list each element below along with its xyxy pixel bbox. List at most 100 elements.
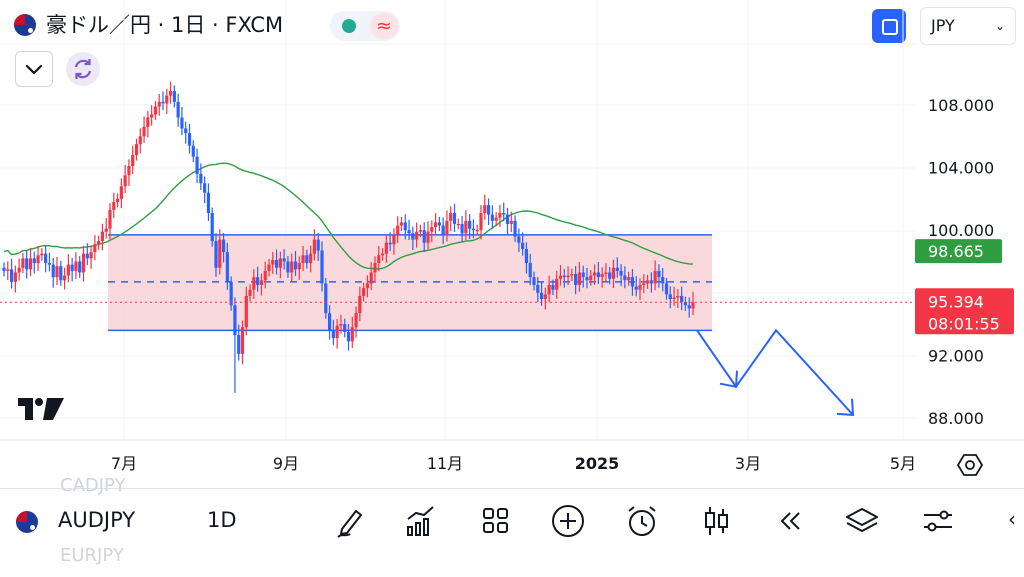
- currency-select[interactable]: JPY ⌄: [920, 7, 1016, 45]
- symbol-title[interactable]: 豪ドル／円 · 1日 · FXCM: [46, 13, 284, 37]
- candle-body: [21, 258, 25, 268]
- candle-body: [55, 266, 59, 278]
- candle-body: [464, 220, 468, 234]
- candlestick-icon[interactable]: [696, 501, 736, 541]
- range-box-rectangle[interactable]: [108, 234, 712, 331]
- candle-body: [346, 331, 351, 342]
- candle-body: [127, 166, 131, 176]
- layers-icon[interactable]: [842, 501, 882, 541]
- settings-sliders-icon[interactable]: [918, 501, 958, 541]
- candle-body: [256, 277, 260, 285]
- candle-body: [619, 270, 623, 276]
- candle-body: [210, 212, 214, 242]
- price-chart[interactable]: 108.000 104.000 100.000 92.000 88.000 98…: [0, 0, 1024, 488]
- candle-body: [396, 225, 400, 235]
- currency-value: JPY: [931, 16, 955, 35]
- market-status-pill[interactable]: ≈: [330, 11, 400, 41]
- price-label: 104.000: [928, 159, 994, 178]
- candle-body: [509, 220, 513, 224]
- symbol-list-previous[interactable]: CADJPY: [60, 475, 126, 496]
- candle-body: [358, 295, 362, 314]
- chart-settings-gear-icon[interactable]: [957, 453, 983, 477]
- price-label: 100.000: [928, 221, 994, 240]
- candle-body: [176, 101, 180, 118]
- tradingview-logo-icon[interactable]: [18, 396, 66, 422]
- candle-body: [672, 297, 676, 300]
- candle-body: [661, 277, 665, 284]
- candle-body: [85, 253, 89, 259]
- candle-body: [32, 258, 36, 264]
- price-axis[interactable]: 108.000 104.000 100.000 92.000 88.000 98…: [915, 96, 1014, 428]
- candle-body: [418, 230, 423, 232]
- candle-body: [195, 156, 199, 174]
- candle-body: [305, 255, 309, 264]
- candle-body: [574, 274, 578, 285]
- interval-selector[interactable]: 1D: [207, 508, 237, 532]
- alarm-icon[interactable]: [622, 501, 662, 541]
- candle-body: [331, 330, 335, 339]
- layout-grid-icon[interactable]: [476, 501, 516, 541]
- candle-body: [339, 324, 343, 326]
- add-circle-icon[interactable]: [548, 501, 588, 541]
- candle-body: [365, 283, 370, 289]
- last-price-value: 95.394: [928, 292, 984, 311]
- candle-body: [187, 133, 192, 146]
- candle-body: [437, 222, 441, 226]
- replay-icon[interactable]: [770, 501, 810, 541]
- candle-body: [191, 145, 195, 157]
- candle-body: [218, 239, 222, 268]
- price-label: 108.000: [928, 96, 994, 115]
- candle-body: [676, 295, 680, 298]
- candle-body: [93, 244, 97, 253]
- candle-body: [343, 324, 347, 332]
- candle-body: [252, 277, 256, 290]
- refresh-button[interactable]: [66, 52, 100, 86]
- candle-body: [604, 272, 608, 275]
- candle-body: [524, 248, 529, 264]
- candle-body: [380, 253, 385, 256]
- aud-flag-icon: [14, 14, 36, 36]
- candle-body: [62, 275, 67, 281]
- candle-body: [630, 277, 635, 287]
- candle-body: [161, 101, 165, 104]
- candle-body: [494, 217, 498, 221]
- candle-body: [377, 255, 381, 264]
- candle-body: [199, 173, 203, 184]
- candle-body: [562, 275, 566, 278]
- candle-body: [517, 236, 521, 243]
- candle-body: [271, 259, 275, 265]
- candle-body: [244, 295, 248, 328]
- candle-body: [653, 270, 657, 284]
- candle-body: [274, 259, 279, 268]
- candle-body: [445, 220, 449, 235]
- refresh-icon: [74, 59, 92, 79]
- candle-body: [596, 272, 600, 278]
- bottom-toolbar: CADJPY AUDJPY 1D EURJPY: [0, 475, 1024, 577]
- projection-arrow-drawing[interactable]: [696, 328, 854, 416]
- candle-body: [392, 234, 396, 245]
- last-price-tag: [915, 288, 1014, 335]
- candle-body: [134, 144, 139, 156]
- candle-body: [456, 223, 460, 226]
- fullscreen-button[interactable]: [872, 9, 906, 43]
- candle-body: [611, 267, 616, 279]
- candle-body: [165, 95, 169, 104]
- candle-body: [433, 222, 438, 228]
- candle-body: [78, 261, 82, 273]
- market-open-dot-icon: [342, 19, 356, 33]
- candle-body: [384, 242, 388, 254]
- candle-body: [479, 212, 483, 231]
- toolbar-scroll-left-icon[interactable]: ‹: [1008, 507, 1016, 531]
- candle-body: [297, 263, 301, 270]
- symbol-list-next[interactable]: EURJPY: [60, 545, 124, 566]
- indicators-icon[interactable]: [400, 501, 440, 541]
- candle-body: [81, 253, 86, 273]
- time-axis[interactable]: 7月 9月 11月 2025 3月 5月: [111, 454, 916, 473]
- candle-body: [153, 106, 158, 115]
- candle-body: [502, 212, 506, 215]
- symbol-selector[interactable]: AUDJPY: [58, 508, 136, 532]
- collapse-legend-button[interactable]: [15, 51, 53, 87]
- candle-body: [115, 198, 120, 203]
- brush-icon[interactable]: [330, 501, 370, 541]
- candle-body: [312, 239, 317, 254]
